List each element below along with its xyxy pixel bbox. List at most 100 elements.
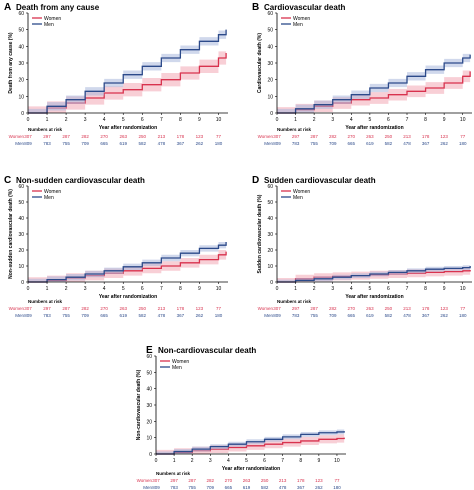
x-tick-label: 10	[460, 117, 466, 123]
risk-value-men: 478	[279, 485, 287, 490]
x-tick-label: 1	[46, 117, 49, 123]
risk-value-women: 270	[100, 134, 108, 139]
panel-title: Non-sudden cardiovascular death	[16, 176, 145, 185]
risk-value-men: 262	[196, 313, 204, 318]
risk-value-women: 307	[273, 134, 281, 139]
ci-band-men	[28, 25, 227, 113]
risk-value-women: 297	[170, 478, 178, 483]
y-tick-label: 10	[267, 264, 273, 270]
risk-value-men: 709	[207, 485, 215, 490]
risk-value-men: 180	[333, 485, 341, 490]
risk-value-men: 367	[422, 141, 430, 146]
x-tick-label: 1	[294, 286, 297, 292]
x-tick-label: 7	[160, 286, 163, 292]
x-tick-label: 6	[387, 286, 390, 292]
x-tick-label: 10	[216, 117, 222, 123]
x-tick-label: 0	[155, 458, 158, 464]
risk-value-women: 250	[261, 478, 269, 483]
y-tick-label: 10	[18, 94, 24, 100]
risk-value-men: 783	[43, 141, 51, 146]
risk-value-women: 287	[62, 306, 70, 311]
risk-value-men: 367	[297, 485, 305, 490]
risk-value-men: 180	[459, 141, 467, 146]
risk-value-men: 665	[348, 141, 356, 146]
x-tick-label: 1	[173, 458, 176, 464]
y-tick-label: 20	[267, 248, 273, 254]
risk-value-women: 77	[216, 306, 222, 311]
risk-title: Numbers at risk	[156, 471, 191, 476]
x-axis-label: Year after randomization	[345, 125, 403, 131]
y-tick-label: 40	[18, 216, 24, 222]
risk-label-women: Women	[258, 306, 274, 311]
risk-value-men: 262	[315, 485, 323, 490]
risk-title: Numbers at risk	[28, 299, 63, 304]
risk-value-men: 709	[81, 313, 89, 318]
x-tick-label: 4	[350, 117, 353, 123]
x-tick-label: 5	[122, 117, 125, 123]
x-tick-label: 0	[276, 286, 279, 292]
risk-value-women: 250	[385, 134, 393, 139]
risk-value-men: 755	[188, 485, 196, 490]
series-line-men	[28, 29, 227, 114]
x-tick-label: 5	[245, 458, 248, 464]
x-tick-label: 3	[84, 117, 87, 123]
panel-title: Death from any cause	[16, 3, 100, 12]
risk-label-men: Men	[264, 313, 273, 318]
risk-value-women: 123	[196, 134, 204, 139]
x-tick-label: 7	[281, 458, 284, 464]
y-axis-label: Sudden cardiovascular death (%)	[257, 194, 263, 273]
series-line-men	[277, 266, 471, 283]
panel-d: D Sudden cardiovascular death010203040506…	[252, 175, 472, 318]
risk-value-men: 783	[170, 485, 178, 490]
risk-value-men: 582	[139, 141, 147, 146]
risk-value-men: 367	[177, 313, 185, 318]
x-tick-label: 7	[406, 286, 409, 292]
risk-value-men: 262	[440, 141, 448, 146]
legend-label-women: Women	[44, 189, 61, 195]
x-tick-label: 5	[368, 117, 371, 123]
risk-value-men: 582	[261, 485, 269, 490]
legend-label-men: Men	[293, 22, 303, 28]
x-tick-label: 8	[424, 286, 427, 292]
risk-value-women: 270	[100, 306, 108, 311]
risk-label-men: Men	[143, 485, 152, 490]
legend-label-men: Men	[293, 195, 303, 201]
x-tick-label: 9	[198, 286, 201, 292]
x-tick-label: 1	[46, 286, 49, 292]
x-tick-label: 0	[276, 117, 279, 123]
risk-value-women: 282	[207, 478, 215, 483]
y-tick-label: 30	[267, 61, 273, 67]
risk-value-men: 582	[139, 313, 147, 318]
panel-letter: E	[146, 345, 153, 356]
x-tick-label: 9	[317, 458, 320, 464]
y-tick-label: 50	[146, 370, 152, 376]
risk-value-men: 478	[158, 141, 166, 146]
panel-letter: C	[4, 175, 11, 186]
y-axis-label: Non-sudden cardiovascular death (%)	[8, 189, 14, 279]
risk-value-women: 287	[310, 134, 318, 139]
x-tick-label: 8	[179, 286, 182, 292]
risk-value-women: 287	[310, 306, 318, 311]
risk-value-women: 297	[43, 134, 51, 139]
risk-value-women: 307	[24, 134, 32, 139]
risk-value-women: 213	[279, 478, 287, 483]
panel-title: Cardiovascular death	[264, 3, 345, 12]
risk-value-women: 77	[460, 134, 466, 139]
risk-value-women: 77	[460, 306, 466, 311]
x-tick-label: 0	[27, 286, 30, 292]
risk-value-men: 665	[348, 313, 356, 318]
risk-value-women: 250	[385, 306, 393, 311]
x-tick-label: 4	[103, 286, 106, 292]
risk-value-men: 582	[385, 313, 393, 318]
risk-value-men: 709	[329, 313, 337, 318]
ci-band-men	[277, 50, 471, 113]
x-tick-label: 10	[334, 458, 340, 464]
x-tick-label: 9	[198, 117, 201, 123]
y-tick-label: 20	[18, 78, 24, 84]
x-axis-label: Year after randomization	[222, 466, 280, 472]
risk-value-men: 809	[273, 313, 281, 318]
y-tick-label: 40	[267, 216, 273, 222]
panel-c: C Non-sudden cardiovascular death01020304…	[4, 175, 228, 318]
